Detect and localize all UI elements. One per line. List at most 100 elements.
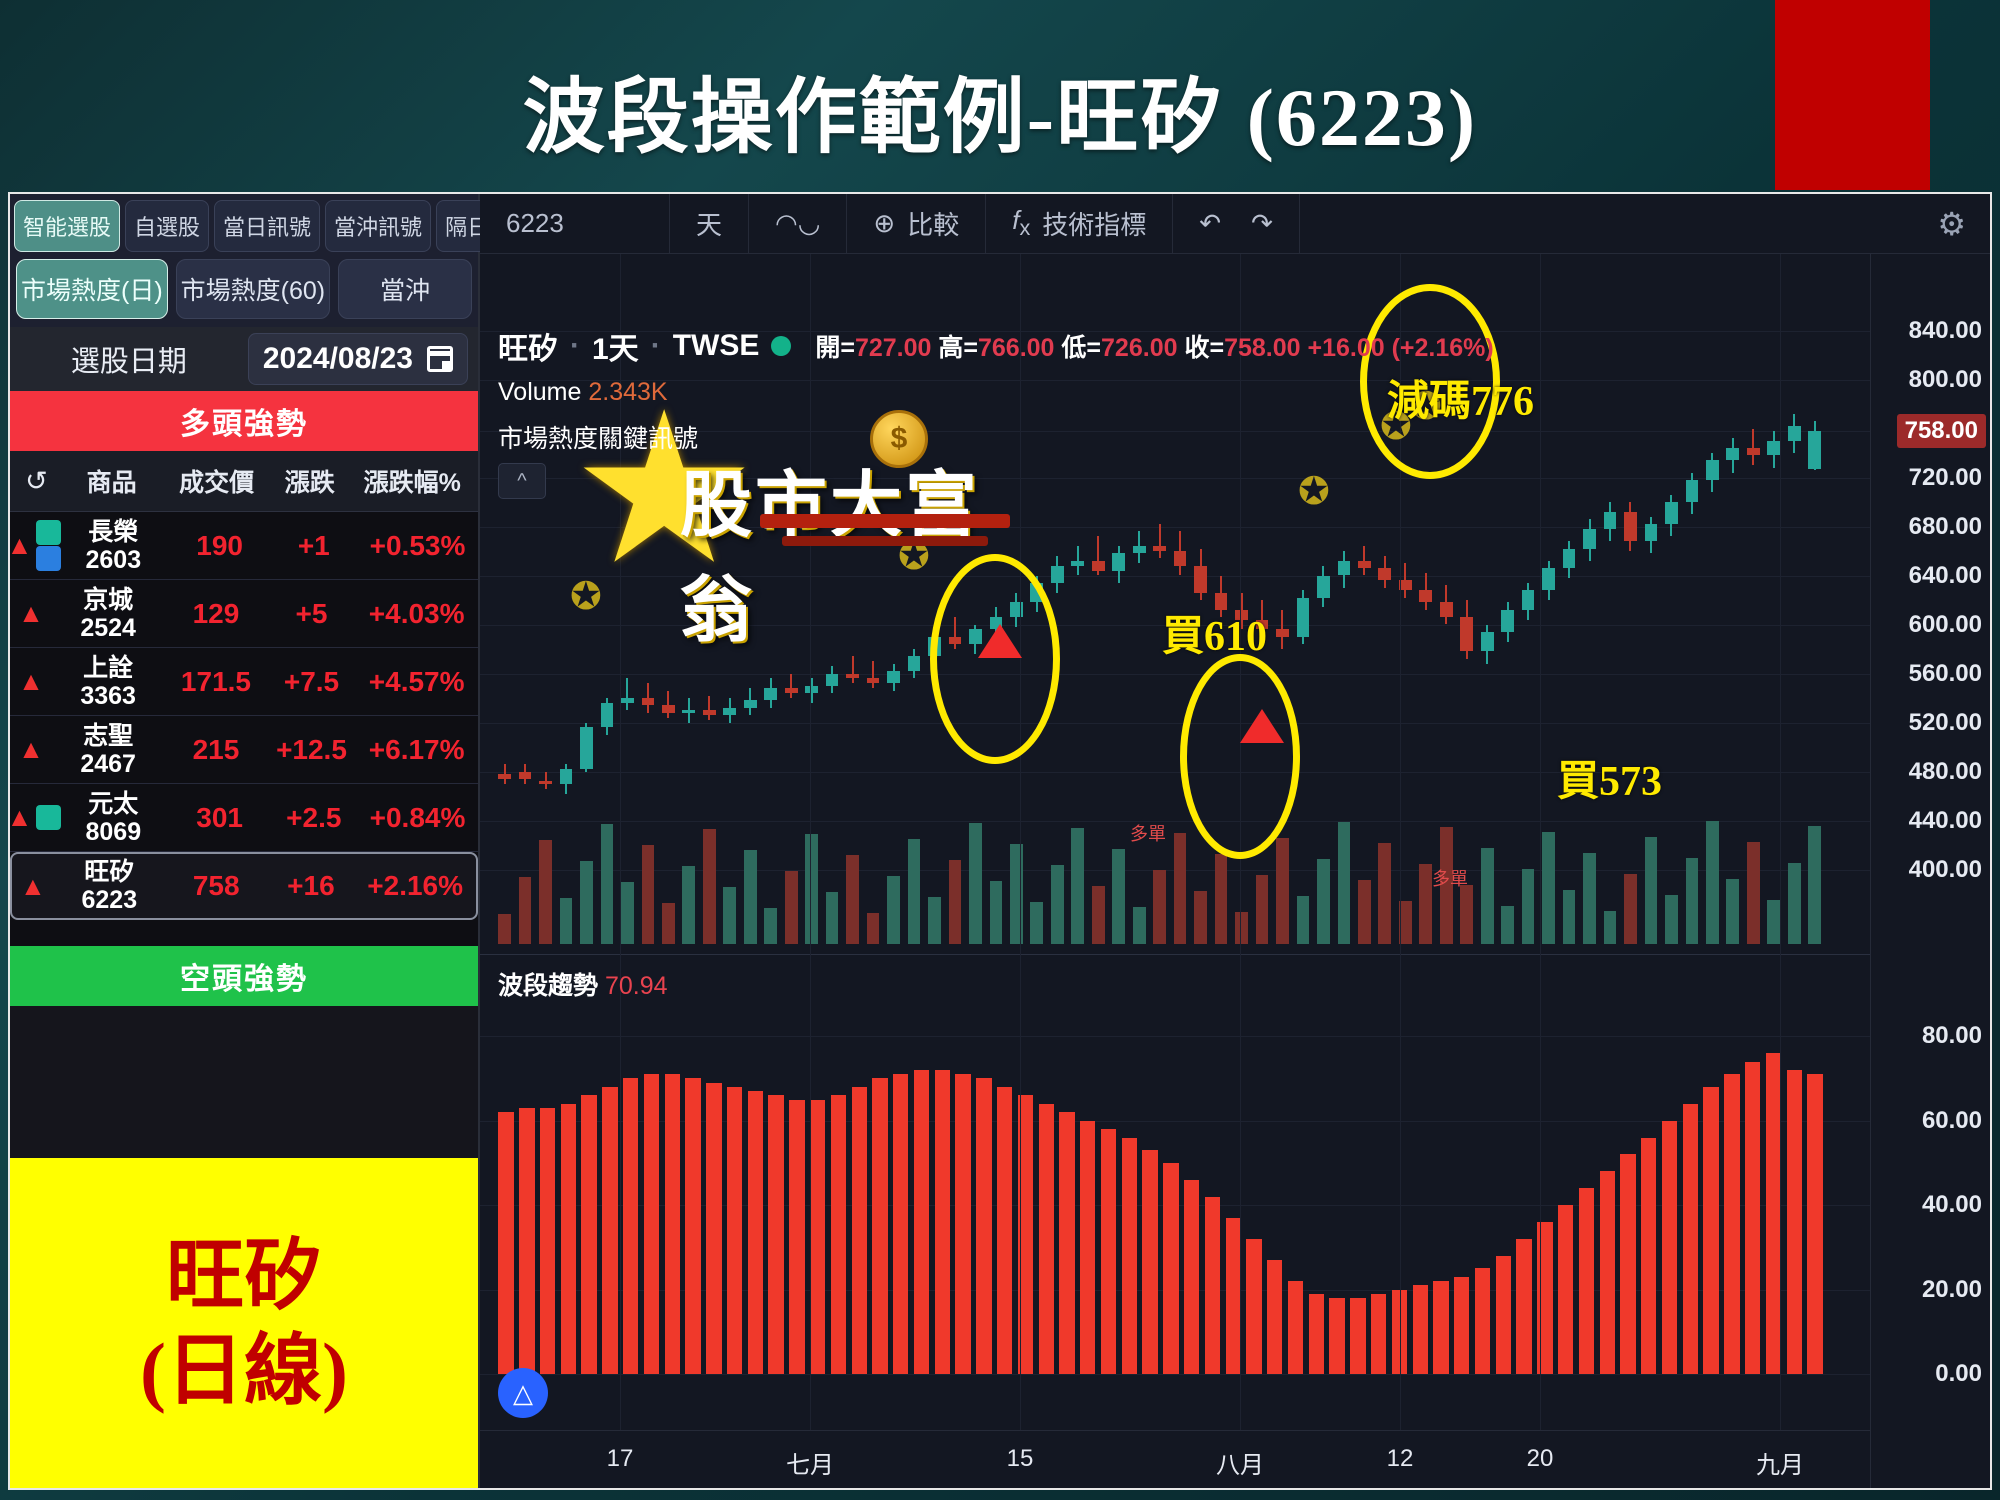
candle-body — [825, 673, 839, 686]
candle-body — [1521, 590, 1535, 610]
long-entry-marker-icon — [978, 624, 1022, 658]
refresh-icon[interactable]: ↺ — [25, 465, 48, 496]
col-header-change[interactable]: 漲跌 — [284, 469, 335, 497]
volume-bar — [1460, 885, 1474, 944]
table-row[interactable]: ▲ 志聖 2467 215 +12.5 +6.17% — [10, 716, 478, 784]
sidebar-tab-watchlist[interactable]: 自選股 — [125, 200, 210, 252]
candle-body — [1808, 430, 1822, 469]
candle-body — [1378, 568, 1392, 581]
sidebar-tab-heat-day[interactable]: 市場熱度(日) — [16, 259, 168, 319]
volume-bar — [1562, 890, 1576, 944]
grid-line — [480, 526, 1870, 528]
price-axis-tick: 758.00 — [1896, 413, 1986, 448]
chart-interval-button[interactable]: 天 — [670, 194, 750, 253]
row-change-pct: +0.53% — [369, 529, 466, 561]
chart-exchange-label: TWSE — [672, 329, 760, 362]
wave-trend-bar — [1391, 1289, 1408, 1374]
chart-plot-area[interactable]: 旺矽 · 1天 · TWSE 開=727.00 高=766.00 低=726.0… — [480, 254, 1990, 1488]
grid-line — [480, 477, 1870, 479]
wave-trend-bar — [1225, 1217, 1241, 1374]
row-stock-name: 京城 — [83, 585, 134, 614]
chart-indicators-button[interactable]: fx 技術指標 — [986, 194, 1174, 253]
candle-body — [1746, 448, 1760, 456]
candle-body — [846, 673, 859, 679]
candle-body — [1317, 575, 1330, 598]
col-header-product[interactable]: 商品 — [86, 469, 137, 497]
candle-body — [1644, 524, 1658, 542]
position-tag-label: 多單 — [1130, 824, 1166, 844]
date-picker[interactable]: 2024/08/23 — [247, 333, 468, 385]
chart-panel: 6223 天 ◠◡ ⊕ 比較 fx 技術指標 ↶ ↷ ⚙ 旺矽 · — [480, 194, 1990, 1488]
calendar-icon[interactable] — [427, 346, 453, 372]
tag-green-icon — [36, 805, 62, 830]
wave-trend-bar — [1412, 1285, 1428, 1374]
wave-trend-bar — [789, 1099, 805, 1374]
price-axis-tick: 680.00 — [1908, 512, 1982, 540]
volume-bar — [1787, 863, 1801, 944]
candle-wick — [667, 690, 670, 718]
price-axis[interactable]: 840.00 800.00 758.00 720.00 680.00 640.00 600.… — [1870, 254, 1990, 1488]
change-value: +16.00 (+2.16%) — [1307, 334, 1494, 362]
wave-trend-bar — [1744, 1061, 1761, 1374]
sidebar: 智能選股 自選股 當日訊號 當沖訊號 隔日訊號 市場熱度(日) 市場熱度(60)… — [10, 194, 543, 1488]
wave-trend-bar — [1516, 1238, 1532, 1374]
table-row[interactable]: ▲ 元太 8069 301 +2.5 +0.84% — [10, 784, 478, 852]
wave-trend-bar — [602, 1086, 618, 1374]
time-axis[interactable]: 17 七月 15 八月 12 20 九月 — [480, 1430, 1870, 1488]
wave-trend-bar — [1350, 1298, 1366, 1374]
sidebar-tab-heat-60[interactable]: 市場熱度(60) — [175, 259, 331, 319]
candle-body — [1091, 560, 1105, 571]
wave-trend-bar — [810, 1099, 826, 1374]
table-row[interactable]: ▲ 旺矽 6223 758 +16 +2.16% — [10, 852, 478, 920]
row-change-pct: +0.84% — [369, 801, 466, 833]
candle-body — [1071, 560, 1085, 566]
candle-body — [764, 688, 778, 701]
wave-trend-bar — [519, 1108, 535, 1374]
low-label: 低= — [1061, 334, 1102, 362]
wave-trend-bar — [1267, 1260, 1283, 1374]
col-header-change-pct[interactable]: 漲跌幅% — [363, 469, 461, 497]
chart-volume-legend: Volume 2.343K — [498, 378, 1494, 407]
overlay-label-line2: (日線) — [140, 1327, 348, 1414]
price-axis-tick: 480.00 — [1908, 757, 1982, 785]
candle-body — [1337, 560, 1351, 576]
volume-bar — [825, 892, 839, 944]
candlestick-icon[interactable]: ◠◡ — [749, 194, 848, 253]
volume-bar — [682, 866, 696, 944]
grid-line — [480, 820, 1870, 822]
undo-icon[interactable]: ↶ — [1199, 208, 1222, 238]
chart-symbol-button[interactable]: 6223 — [480, 194, 670, 253]
grid-line — [480, 722, 1870, 724]
candle-body — [1296, 597, 1310, 637]
gear-icon[interactable]: ⚙ — [1937, 205, 1966, 242]
wave-trend-bar — [1100, 1129, 1117, 1374]
wave-trend-bar — [1703, 1086, 1719, 1374]
chart-compare-button[interactable]: ⊕ 比較 — [847, 194, 987, 253]
table-row[interactable]: ▲ 京城 2524 129 +5 +4.03% — [10, 580, 478, 648]
table-row[interactable]: ▲ 長榮 2603 190 +1 +0.53% — [10, 512, 478, 580]
chart-badge-icon[interactable]: △ — [498, 1368, 548, 1418]
col-header-price[interactable]: 成交價 — [179, 469, 255, 497]
redo-icon[interactable]: ↷ — [1251, 208, 1273, 238]
row-direction-icon: ▲ — [18, 666, 44, 696]
volume-bar — [784, 871, 798, 944]
candle-body — [1501, 609, 1514, 632]
volume-bar — [1419, 864, 1433, 944]
chart-interval-label: 1天 — [592, 333, 639, 366]
pane-separator — [480, 954, 1870, 955]
wave-trend-bar — [685, 1078, 701, 1374]
volume-bar — [1726, 879, 1740, 944]
sidebar-tab-row-secondary: 市場熱度(日) 市場熱度(60) 當沖 — [10, 255, 478, 327]
candle-wick — [790, 673, 793, 698]
table-row[interactable]: ▲ 上詮 3363 171.5 +7.5 +4.57% — [10, 648, 478, 716]
sidebar-tab-daily-signal[interactable]: 當日訊號 — [214, 200, 321, 252]
sidebar-tab-daytrade-signal[interactable]: 當沖訊號 — [325, 200, 432, 252]
sidebar-tab-daytrade[interactable]: 當沖 — [338, 259, 472, 319]
row-change: +16 — [287, 870, 335, 901]
grid-line-vertical — [1780, 254, 1781, 1430]
price-axis-tick: 840.00 — [1908, 316, 1982, 344]
chevron-up-icon[interactable]: ^ — [498, 463, 546, 499]
sidebar-tab-smart-pick[interactable]: 智能選股 — [14, 200, 121, 252]
position-tag-label: 多單 — [1432, 869, 1468, 889]
candle-wick — [851, 656, 854, 684]
